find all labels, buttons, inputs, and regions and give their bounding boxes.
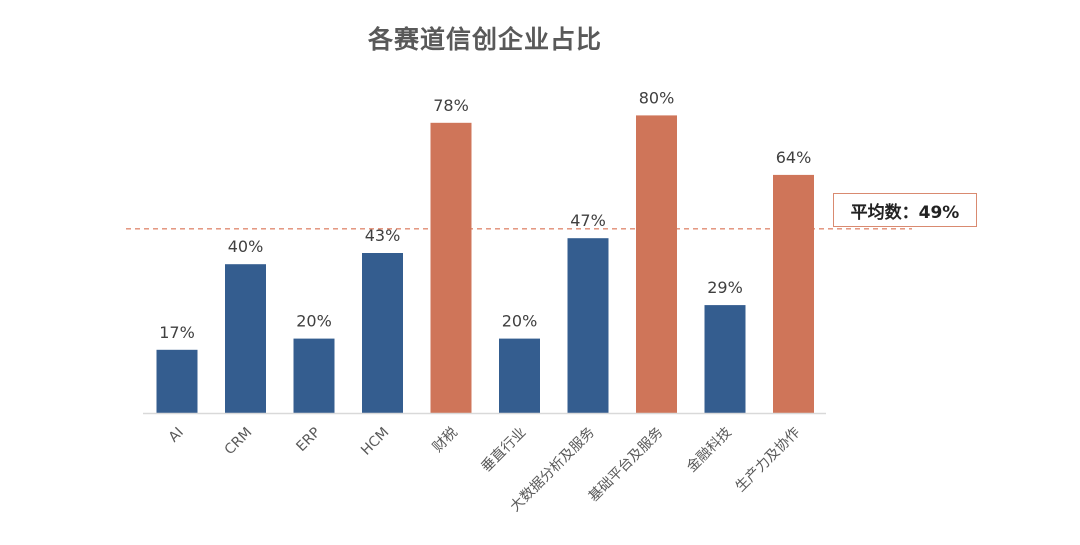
value-label-3: 43% <box>365 226 401 245</box>
value-label-5: 20% <box>502 312 538 331</box>
bar-7 <box>636 115 677 414</box>
category-label-0: AI <box>166 425 187 446</box>
average-label: 平均数：49% <box>850 202 960 223</box>
bar-5 <box>499 338 540 413</box>
category-label-2: ERP <box>293 425 323 455</box>
value-labels-layer: 17% 40% 20% 43% 78% 20% 47% 80% 29% 64% <box>159 88 811 341</box>
category-label-1: CRM <box>222 425 256 459</box>
bar-6 <box>567 238 609 413</box>
bar-9 <box>773 174 814 413</box>
bar-0 <box>156 349 198 413</box>
category-label-4: 财税 <box>430 425 461 456</box>
category-label-5: 垂直行业 <box>478 424 530 476</box>
category-label-8: 金融科技 <box>684 425 735 476</box>
value-label-1: 40% <box>228 237 264 256</box>
value-label-8: 29% <box>707 278 743 297</box>
bar-4 <box>430 122 472 414</box>
bar-2 <box>293 338 335 413</box>
category-label-3: HCM <box>358 425 392 459</box>
bar-1 <box>225 264 266 413</box>
value-label-7: 80% <box>639 88 675 107</box>
bars-layer <box>156 115 814 414</box>
value-label-2: 20% <box>296 312 332 331</box>
value-label-6: 47% <box>570 211 606 230</box>
bar-8 <box>704 305 746 413</box>
value-label-9: 64% <box>776 148 812 167</box>
chart-title: 各赛道信创企业占比 <box>367 25 602 54</box>
bar-3 <box>362 253 403 413</box>
average-label-box: 平均数：49% <box>833 193 977 227</box>
value-label-0: 17% <box>159 323 195 342</box>
category-label-9: 生产力及协作 <box>733 425 804 496</box>
value-label-4: 78% <box>433 96 469 115</box>
